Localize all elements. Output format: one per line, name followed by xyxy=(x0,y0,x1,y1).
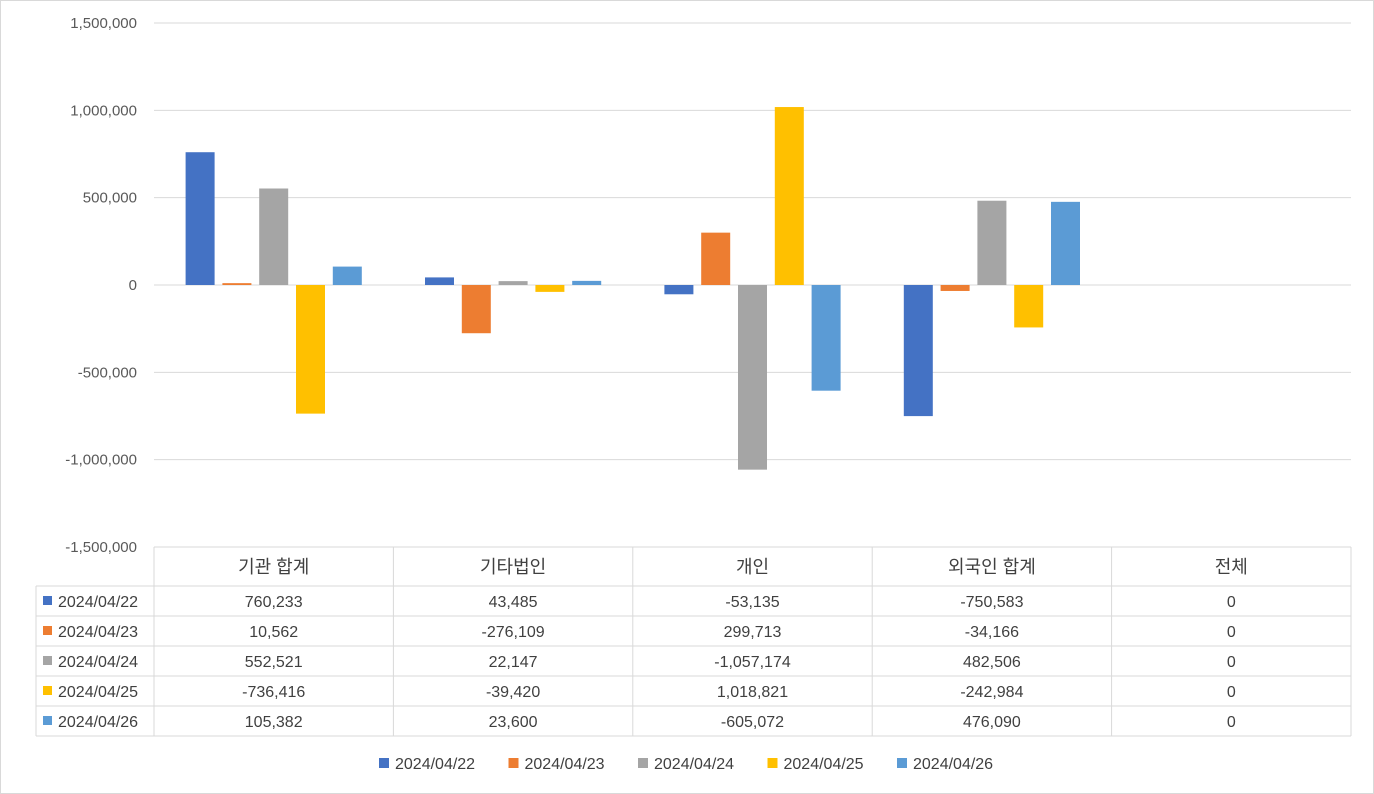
bar xyxy=(940,285,970,291)
table-cell: -1,057,174 xyxy=(714,654,791,671)
table-row-label: 2024/04/23 xyxy=(58,624,138,641)
table-cell: 0 xyxy=(1227,714,1236,731)
legend-entry: 2024/04/26 xyxy=(897,756,993,773)
table-cell: 1,018,821 xyxy=(717,684,788,701)
legend-label: 2024/04/24 xyxy=(654,756,734,773)
legend-entry: 2024/04/22 xyxy=(379,756,475,773)
bar xyxy=(185,152,215,285)
table-cell: 482,506 xyxy=(963,654,1021,671)
legend-swatch xyxy=(379,758,389,768)
bar xyxy=(738,285,767,470)
y-tick-label: -1,500,000 xyxy=(65,539,137,556)
bars xyxy=(185,107,1080,470)
bar xyxy=(259,188,289,285)
table-header-cell: 전체 xyxy=(1215,557,1248,577)
legend-entry: 2024/04/25 xyxy=(767,756,864,773)
table-cell: 0 xyxy=(1227,594,1236,611)
bar xyxy=(701,232,731,285)
legend-swatch xyxy=(897,758,907,768)
table-cell: 0 xyxy=(1227,654,1236,671)
table-row: 2024/04/23 10,562 -276,109 299,713 -34,166 0 xyxy=(43,624,1236,641)
table-cell: 299,713 xyxy=(724,624,782,641)
legend-label: 2024/04/23 xyxy=(525,756,605,773)
table-row-label: 2024/04/24 xyxy=(58,654,138,671)
table-cell: 0 xyxy=(1227,624,1236,641)
legend-key-swatch xyxy=(43,656,52,665)
table-cell: -53,135 xyxy=(725,594,779,611)
bar xyxy=(425,277,454,285)
table-row-label: 2024/04/22 xyxy=(58,594,138,611)
bar xyxy=(296,285,325,414)
table-cell: 0 xyxy=(1227,684,1236,701)
table-header-cell: 기타법인 xyxy=(480,557,546,577)
legend-entry: 2024/04/24 xyxy=(638,756,734,773)
table-cell: -39,420 xyxy=(486,684,540,701)
bar xyxy=(903,285,933,417)
bar xyxy=(332,266,362,285)
table-cell: -750,583 xyxy=(960,594,1023,611)
table-cell: -34,166 xyxy=(965,624,1019,641)
table-row-label: 2024/04/25 xyxy=(58,684,138,701)
legend-label: 2024/04/25 xyxy=(784,756,864,773)
table-header-cell: 외국인 합계 xyxy=(948,557,1036,577)
bar xyxy=(811,285,841,391)
bar xyxy=(498,281,528,285)
table-cell: -736,416 xyxy=(242,684,305,701)
legend-swatch xyxy=(638,758,648,768)
table-row: 2024/04/24 552,521 22,147 -1,057,174 482,506… xyxy=(43,654,1236,671)
legend-label: 2024/04/22 xyxy=(395,756,475,773)
legend-swatch xyxy=(508,758,519,768)
bar xyxy=(1014,285,1044,328)
bar xyxy=(977,200,1007,285)
y-tick-label: -500,000 xyxy=(78,364,137,381)
legend-key-swatch xyxy=(43,686,52,695)
y-tick-label: -1,000,000 xyxy=(65,452,137,469)
legend-key-swatch xyxy=(43,626,52,635)
bar xyxy=(1051,201,1080,285)
table-row: 2024/04/26 105,382 23,600 -605,072 476,090 0 xyxy=(43,714,1236,731)
bar xyxy=(535,285,565,292)
table-cell: 760,233 xyxy=(245,594,303,611)
table-cell: -605,072 xyxy=(721,714,784,731)
bar xyxy=(572,280,602,285)
table-row: 2024/04/25 -736,416 -39,420 1,018,821 -242,9… xyxy=(43,684,1236,701)
legend-key-swatch xyxy=(43,596,52,605)
data-table: 기관 합계 기타법인 개인 외국인 합계 전체 2024/04/22 760,233 43,4… xyxy=(35,546,1352,737)
table-cell: -242,984 xyxy=(960,684,1023,701)
legend-label: 2024/04/26 xyxy=(913,756,993,773)
bar xyxy=(664,285,694,295)
legend: 2024/04/22 2024/04/23 2024/04/24 2024/04/25… xyxy=(379,756,993,773)
legend-key-swatch xyxy=(43,716,52,725)
y-tick-label: 1,500,000 xyxy=(70,15,137,32)
y-tick-label: 0 xyxy=(129,277,137,294)
legend-swatch xyxy=(767,758,778,768)
table-cell: 43,485 xyxy=(489,594,538,611)
table-cell: 476,090 xyxy=(963,714,1021,731)
table-cell: 23,600 xyxy=(489,714,538,731)
table-cell: 105,382 xyxy=(245,714,303,731)
bar xyxy=(461,285,491,334)
table-header-cell: 기관 합계 xyxy=(238,557,309,577)
table-row-label: 2024/04/26 xyxy=(58,714,138,731)
y-axis-tick-labels: 1,500,000 1,000,000 500,000 0 -500,000 -1,000… xyxy=(65,15,137,556)
legend-entry: 2024/04/23 xyxy=(508,756,605,773)
y-tick-label: 1,000,000 xyxy=(70,102,137,119)
table-cell: 552,521 xyxy=(245,654,303,671)
table-cell: 22,147 xyxy=(489,654,538,671)
table-header-cell: 개인 xyxy=(736,557,769,577)
bar xyxy=(774,107,804,285)
bar xyxy=(222,283,252,285)
table-cell: 10,562 xyxy=(249,624,298,641)
y-tick-label: 500,000 xyxy=(83,190,137,207)
table-row: 2024/04/22 760,233 43,485 -53,135 -750,583 0 xyxy=(43,594,1236,611)
table-cell: -276,109 xyxy=(482,624,545,641)
